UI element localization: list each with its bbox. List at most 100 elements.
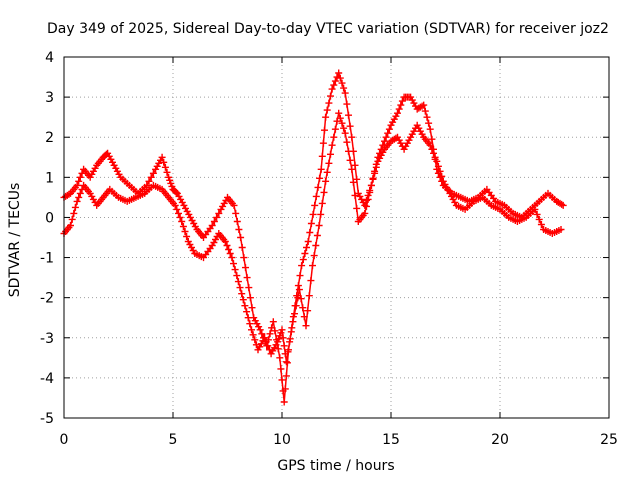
data-point xyxy=(281,385,289,393)
data-point xyxy=(304,307,312,315)
data-point xyxy=(351,191,359,199)
data-point xyxy=(243,274,251,282)
data-point xyxy=(531,205,539,213)
data-point xyxy=(183,233,191,240)
data-point xyxy=(163,168,171,176)
data-point xyxy=(271,327,279,335)
data-point xyxy=(367,181,375,189)
data-point xyxy=(231,266,239,274)
y-tick-label: 1 xyxy=(45,170,54,186)
data-point xyxy=(346,122,354,130)
data-point xyxy=(158,153,166,161)
data-point xyxy=(294,282,302,290)
data-point xyxy=(278,326,286,334)
data-point xyxy=(317,165,325,173)
data-point xyxy=(215,209,223,217)
data-point xyxy=(343,100,351,108)
data-point xyxy=(147,173,155,181)
data-point xyxy=(317,210,325,218)
data-point xyxy=(71,203,79,211)
data-point xyxy=(384,129,392,137)
data-point xyxy=(363,202,370,210)
data-point xyxy=(311,201,319,209)
data-point xyxy=(397,101,405,109)
data-point xyxy=(221,238,229,245)
data-point xyxy=(335,69,343,77)
data-point xyxy=(292,302,300,310)
data-point xyxy=(232,209,240,217)
data-point xyxy=(76,189,84,197)
data-point xyxy=(235,226,243,233)
data-point xyxy=(321,126,328,134)
data-point xyxy=(306,229,314,236)
data-point xyxy=(296,272,304,280)
data-point xyxy=(327,92,334,100)
data-point xyxy=(335,109,343,117)
data-point xyxy=(233,272,241,280)
data-point xyxy=(330,81,338,89)
data-point xyxy=(76,173,84,181)
data-point xyxy=(309,262,316,270)
data-point xyxy=(237,234,245,241)
data-point xyxy=(289,318,297,326)
data-point xyxy=(430,149,437,157)
y-tick-label: 3 xyxy=(45,90,54,106)
data-point xyxy=(245,284,253,292)
y-axis-title: SDTVAR / TECUs xyxy=(7,183,23,298)
data-point xyxy=(372,163,380,171)
data-point xyxy=(287,328,295,336)
data-point xyxy=(149,169,157,177)
data-point xyxy=(276,354,284,362)
series-layer xyxy=(60,69,567,406)
data-point xyxy=(340,84,348,92)
data-point xyxy=(385,125,393,133)
data-point xyxy=(351,161,359,169)
data-point xyxy=(166,176,174,184)
data-point xyxy=(300,313,308,321)
data-point xyxy=(242,264,249,272)
y-tick-label: 4 xyxy=(45,50,54,66)
data-point xyxy=(434,162,442,170)
data-point xyxy=(323,106,331,114)
data-point xyxy=(315,222,323,229)
data-point xyxy=(251,336,259,344)
data-point xyxy=(280,342,288,350)
x-tick-label: 5 xyxy=(169,432,178,448)
data-point xyxy=(341,89,349,97)
data-point xyxy=(314,183,322,191)
data-point xyxy=(181,228,189,235)
data-point xyxy=(230,201,238,209)
data-point xyxy=(438,172,446,180)
data-point xyxy=(280,398,288,406)
y-tick-label: 0 xyxy=(45,210,54,226)
data-point xyxy=(228,254,236,262)
data-point xyxy=(353,204,361,212)
data-point xyxy=(348,133,356,141)
data-point xyxy=(243,308,251,316)
data-point xyxy=(428,135,436,143)
data-point xyxy=(325,99,333,107)
data-point xyxy=(223,242,231,249)
data-point xyxy=(322,177,330,185)
data-point xyxy=(234,278,242,286)
data-point xyxy=(230,260,237,268)
data-point xyxy=(331,125,339,133)
data-point xyxy=(559,201,567,209)
data-point xyxy=(535,215,543,223)
data-point xyxy=(313,232,321,239)
x-axis: 0 5 10 15 20 25 xyxy=(60,57,618,448)
data-point xyxy=(258,330,266,338)
data-point xyxy=(294,294,302,302)
data-point xyxy=(297,295,305,303)
data-point xyxy=(343,138,351,146)
data-point xyxy=(240,254,248,262)
data-point xyxy=(328,141,336,149)
data-point xyxy=(274,345,282,353)
data-point xyxy=(323,168,331,176)
data-point xyxy=(318,152,326,160)
data-point xyxy=(305,292,313,300)
data-point xyxy=(261,334,269,342)
data-point xyxy=(179,223,187,230)
